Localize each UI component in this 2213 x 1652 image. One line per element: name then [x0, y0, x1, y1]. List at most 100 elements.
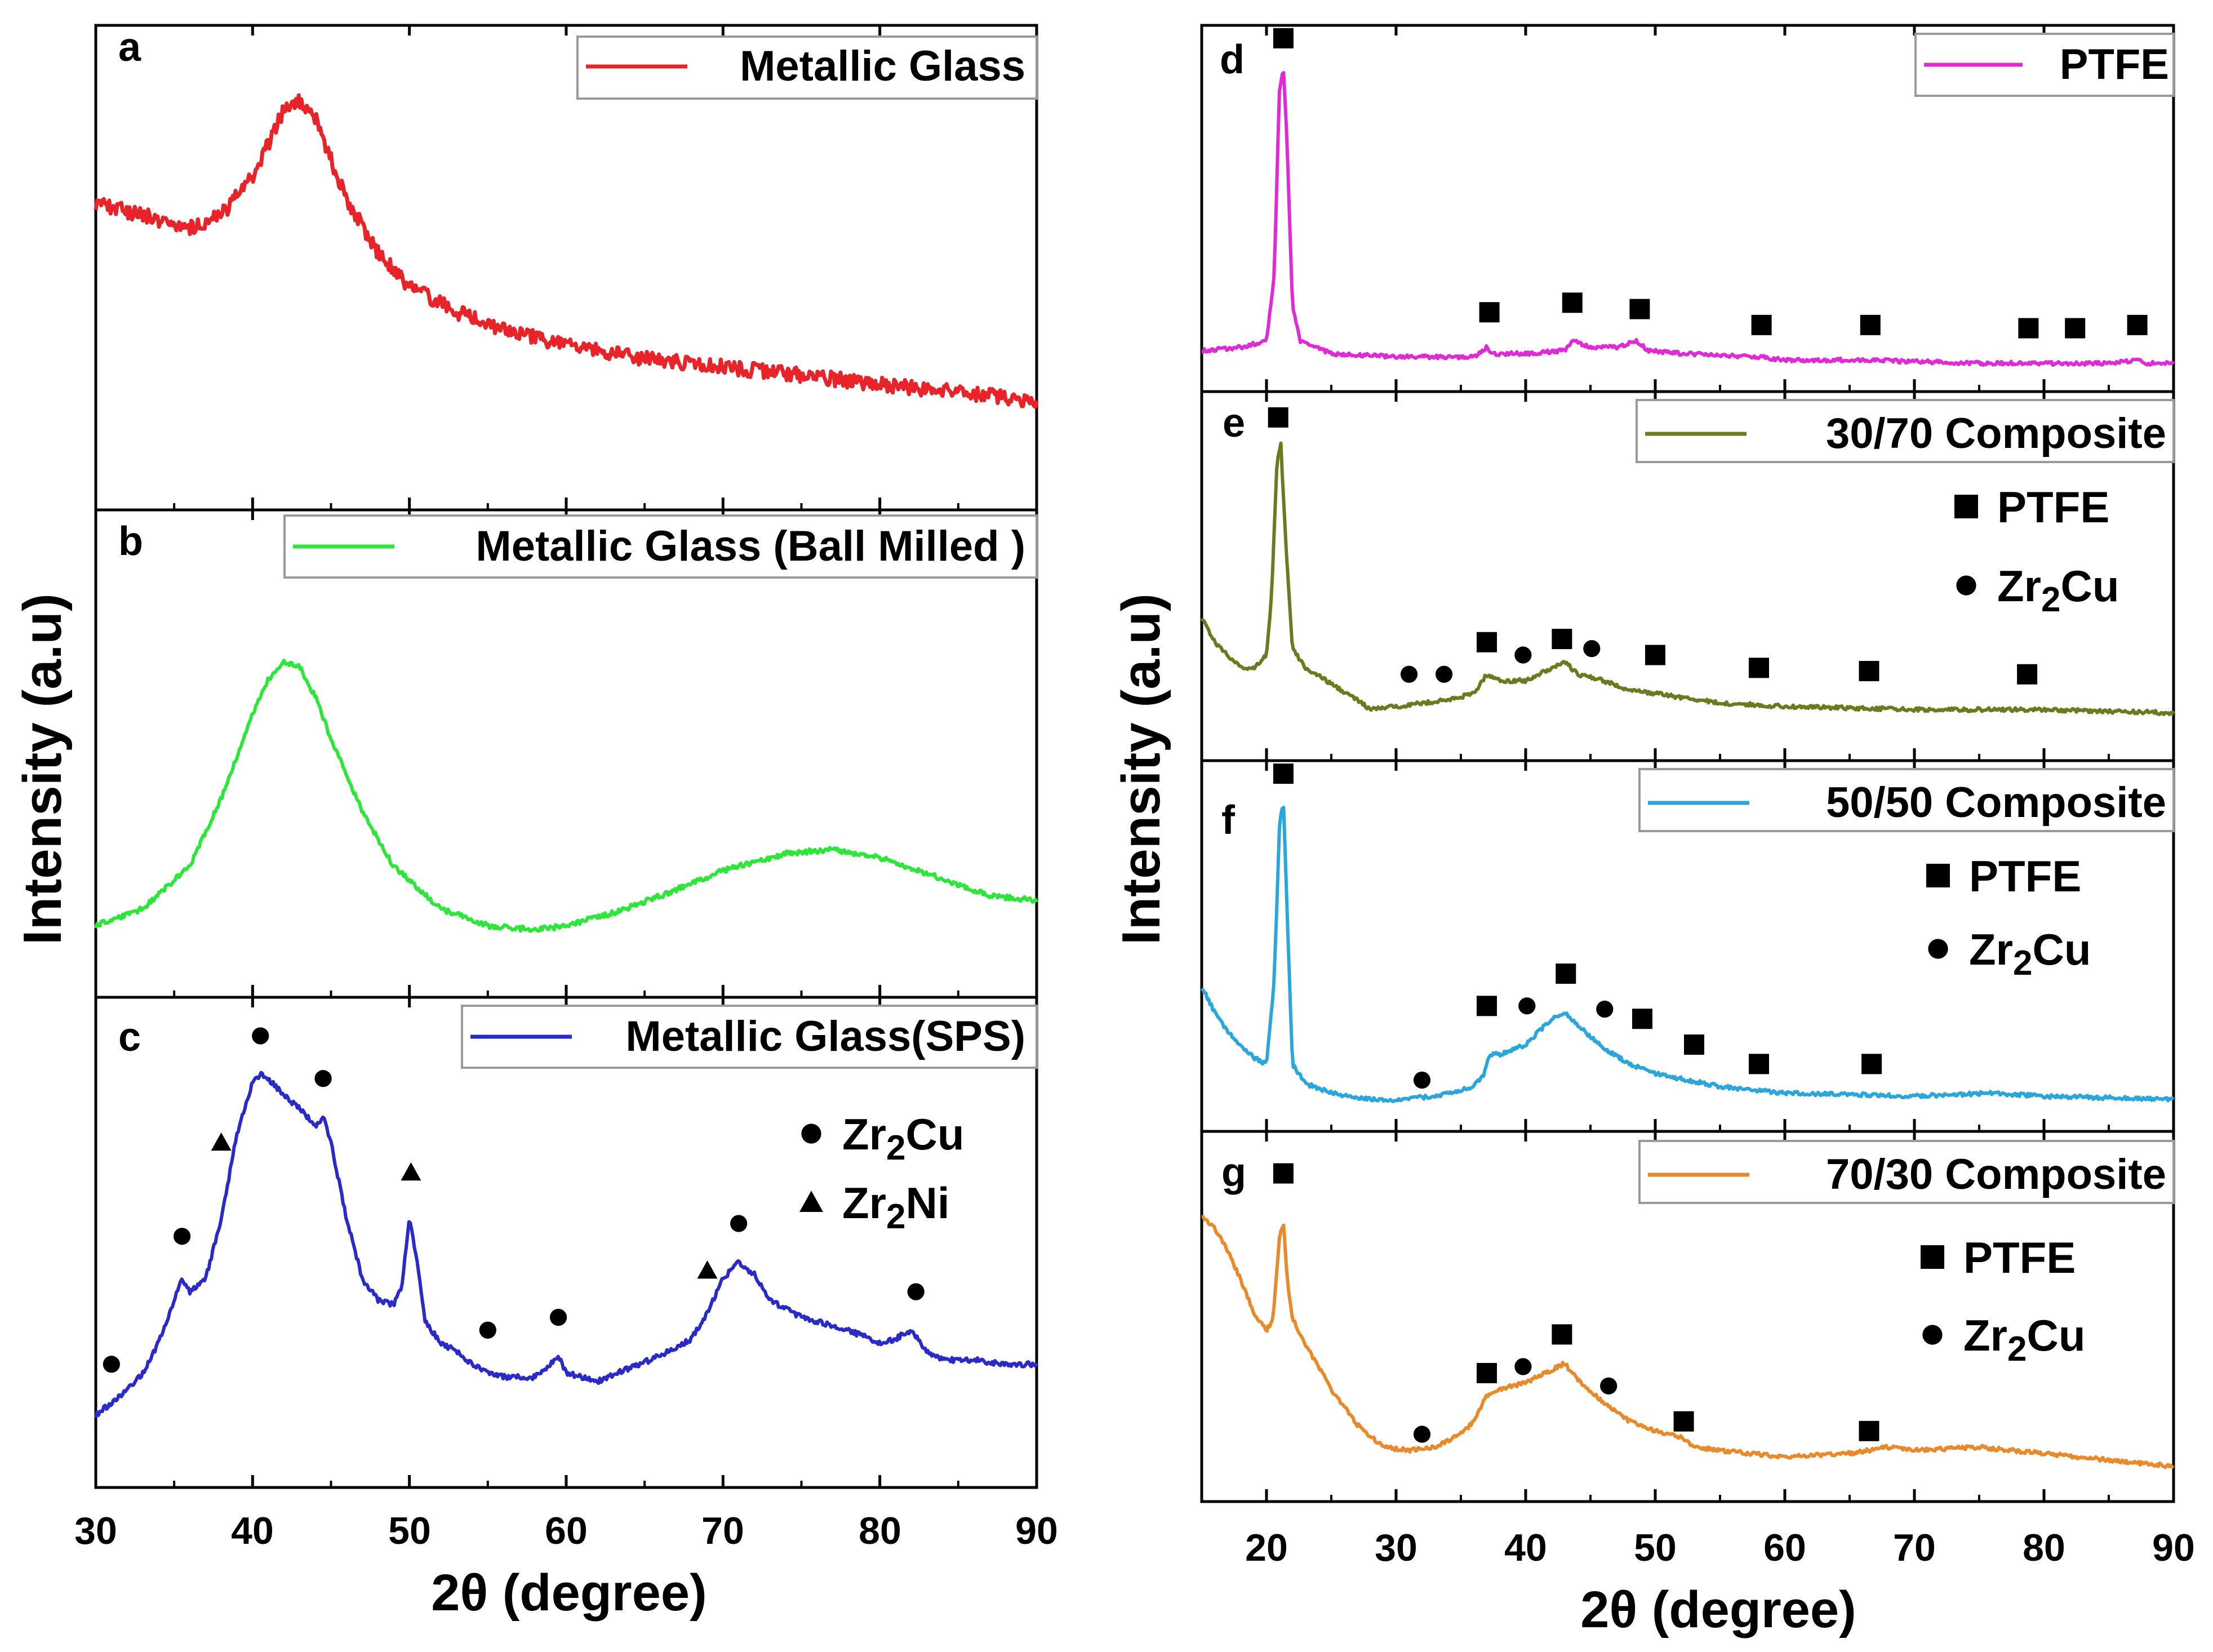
square-marker	[1751, 314, 1772, 335]
panel-b: Metallic Glass (Ball Milled ) b	[94, 508, 1038, 999]
right-x-tick-label: 70	[1893, 1526, 1936, 1569]
square-marker	[1273, 28, 1294, 48]
right-x-tick-label: 30	[1375, 1526, 1417, 1569]
phase-legend-label: PTFE	[1997, 482, 2109, 532]
series-line	[94, 659, 1038, 933]
square-marker	[1645, 645, 1665, 665]
phase-legend-label: Zr2Cu	[1963, 1311, 2085, 1369]
panel-g: 70/30 Composite g PTFE Zr2Cu	[1200, 1130, 2175, 1503]
legend-label: Metallic Glass	[740, 42, 1025, 90]
circle-marker	[1600, 1377, 1617, 1395]
circle-marker	[1956, 575, 1976, 596]
square-marker	[1921, 1245, 1944, 1269]
left-x-tick-label: 60	[545, 1509, 588, 1552]
circle-marker	[1413, 1425, 1431, 1443]
circle-marker	[479, 1321, 496, 1339]
legend-label: 30/70 Composite	[1826, 410, 2166, 458]
circle-marker	[1596, 1000, 1614, 1018]
circle-marker	[801, 1123, 821, 1144]
panel-letter: d	[1220, 37, 1245, 82]
circle-marker	[103, 1356, 120, 1373]
circle-marker	[1518, 997, 1536, 1015]
right-x-tick-label: 80	[2023, 1526, 2065, 1569]
circle-marker	[549, 1308, 567, 1326]
panel-letter: b	[118, 519, 143, 564]
square-marker	[1268, 407, 1288, 428]
panel-f: 50/50 Composite f PTFE Zr2Cu	[1200, 759, 2175, 1133]
legend-box	[1638, 768, 2175, 832]
panel-letter: e	[1223, 401, 1245, 446]
square-marker	[2018, 318, 2039, 339]
square-marker	[1860, 314, 1881, 335]
left-y-axis-label: Intensity (a.u)	[12, 593, 73, 945]
circle-marker	[314, 1070, 332, 1087]
square-marker	[2127, 314, 2148, 335]
legend-box	[1638, 1140, 2175, 1204]
legend-box	[1636, 399, 2175, 463]
panel-letter: a	[118, 25, 141, 70]
circle-marker	[1583, 640, 1601, 658]
square-marker	[1673, 1411, 1694, 1432]
square-marker	[1477, 632, 1497, 652]
legend-label: 70/30 Composite	[1826, 1151, 2166, 1198]
phase-legend-label: Zr2Cu	[1997, 561, 2119, 619]
circle-marker	[252, 1027, 269, 1045]
triangle-marker	[401, 1162, 421, 1181]
triangle-marker	[211, 1132, 232, 1151]
square-marker	[1562, 292, 1583, 313]
legend-label: PTFE	[2060, 41, 2169, 88]
right-x-tick-labels: 20 30 40 50 60 70 80 90	[1245, 1526, 2195, 1569]
left-x-tick-label: 80	[859, 1509, 901, 1552]
panel-letter: g	[1221, 1150, 1246, 1195]
circle-marker	[1928, 939, 1948, 959]
left-x-tick-label: 30	[74, 1509, 117, 1552]
panel-c: Metallic Glass(SPS) c Zr2Cu Zr2Ni	[94, 996, 1038, 1489]
square-marker	[1926, 864, 1950, 887]
left-x-tick-label: 70	[701, 1509, 744, 1552]
square-marker	[1552, 629, 1572, 650]
square-marker	[1477, 1362, 1497, 1383]
series-line	[94, 93, 1039, 409]
square-marker	[1684, 1034, 1704, 1055]
square-marker	[1479, 302, 1500, 323]
right-x-tick-label: 90	[2152, 1526, 2195, 1569]
right-x-tick-label: 60	[1763, 1526, 1806, 1569]
square-marker	[1749, 658, 1769, 678]
square-marker	[1556, 963, 1576, 984]
series-line	[94, 1071, 1038, 1419]
left-x-tick-label: 50	[388, 1509, 431, 1552]
phase-legend-label: PTFE	[1963, 1233, 2076, 1282]
left-x-axis-label: 2θ (degree)	[431, 1564, 706, 1622]
square-marker	[1954, 495, 1978, 518]
right-x-tick-label: 20	[1245, 1526, 1288, 1569]
square-marker	[2017, 664, 2038, 685]
square-marker	[1273, 1163, 1294, 1184]
phase-legend-label: Zr2Cu	[842, 1109, 964, 1167]
circle-marker	[1435, 665, 1453, 683]
right-y-axis-label: Intensity (a.u)	[1111, 593, 1171, 945]
square-marker	[1629, 299, 1650, 319]
square-marker	[1632, 1009, 1652, 1029]
left-x-tick-labels: 30 40 50 60 70 80 90	[74, 1509, 1058, 1552]
plot-frame	[1200, 1130, 2175, 1503]
left-x-tick-label: 90	[1015, 1509, 1058, 1552]
phase-legend-label: PTFE	[1969, 851, 2081, 901]
square-marker	[1859, 1420, 1879, 1441]
legend-box	[283, 514, 1038, 579]
right-x-axis-label: 2θ (degree)	[1580, 1581, 1856, 1638]
panel-letter: f	[1221, 798, 1236, 843]
triangle-marker	[697, 1260, 718, 1279]
square-marker	[1859, 661, 1879, 682]
left-x-tick-label: 40	[231, 1509, 274, 1552]
panel-letter: c	[118, 1015, 141, 1060]
right-x-tick-label: 50	[1634, 1526, 1677, 1569]
series-line	[1201, 1215, 2175, 1469]
legend-label: Metallic Glass(SPS)	[625, 1012, 1025, 1060]
triangle-marker	[799, 1191, 823, 1213]
panel-d: PTFE d	[1200, 24, 2175, 393]
series-line	[1201, 71, 2175, 367]
circle-marker	[1514, 1358, 1532, 1375]
circle-marker	[1514, 646, 1532, 664]
circle-marker	[907, 1283, 925, 1300]
